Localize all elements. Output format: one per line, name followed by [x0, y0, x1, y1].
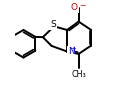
Text: N: N: [68, 47, 75, 56]
Text: −: −: [79, 1, 86, 10]
Text: O: O: [71, 3, 78, 12]
Text: +: +: [70, 46, 76, 52]
Text: S: S: [50, 20, 56, 29]
Text: CH₃: CH₃: [71, 70, 86, 79]
